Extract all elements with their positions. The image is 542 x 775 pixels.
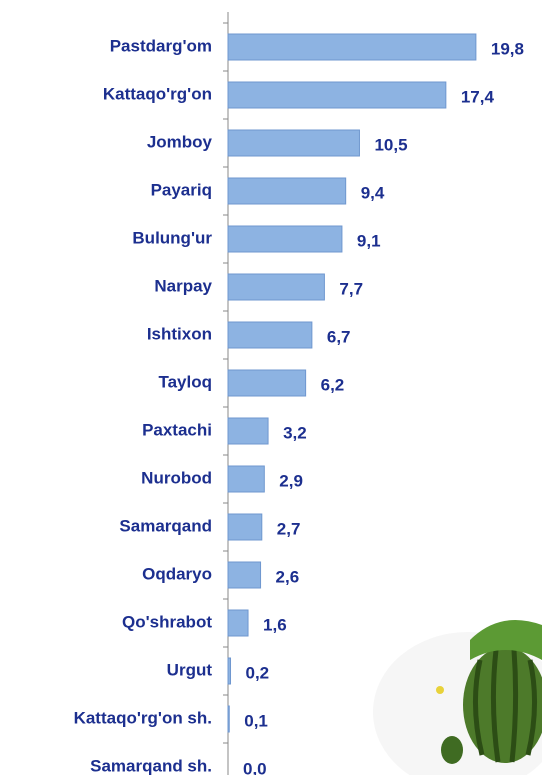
bar bbox=[227, 513, 263, 541]
value-label: 19,8 bbox=[491, 39, 524, 58]
bar bbox=[227, 273, 325, 301]
category-label: Ishtixon bbox=[147, 324, 212, 343]
category-label: Tayloq bbox=[158, 372, 212, 391]
bar bbox=[227, 657, 232, 685]
watermelon-decoration bbox=[373, 620, 542, 775]
category-label: Qo'shrabot bbox=[122, 612, 212, 631]
bar bbox=[227, 177, 347, 205]
category-label: Jomboy bbox=[147, 132, 213, 151]
bar bbox=[227, 417, 269, 445]
value-label: 2,6 bbox=[276, 567, 300, 586]
bar bbox=[227, 129, 360, 157]
category-label: Pastdarg'om bbox=[110, 36, 212, 55]
bar bbox=[227, 33, 477, 61]
category-label: Kattaqo'rg'on sh. bbox=[74, 708, 212, 727]
value-label: 9,4 bbox=[361, 183, 385, 202]
value-label: 1,6 bbox=[263, 615, 287, 634]
category-label: Oqdaryo bbox=[142, 564, 212, 583]
value-label: 2,9 bbox=[279, 471, 303, 490]
value-label: 7,7 bbox=[339, 279, 363, 298]
value-label: 9,1 bbox=[357, 231, 381, 250]
bar bbox=[227, 705, 230, 733]
category-label: Urgut bbox=[167, 660, 213, 679]
bar bbox=[227, 561, 262, 589]
category-label: Samarqand sh. bbox=[90, 756, 212, 775]
bar bbox=[227, 225, 343, 253]
bar bbox=[227, 321, 313, 349]
value-label: 0,0 bbox=[243, 759, 267, 775]
value-label: 2,7 bbox=[277, 519, 301, 538]
category-label: Bulung'ur bbox=[132, 228, 212, 247]
value-label: 6,2 bbox=[321, 375, 345, 394]
value-label: 3,2 bbox=[283, 423, 307, 442]
value-label: 0,2 bbox=[246, 663, 270, 682]
category-label: Payariq bbox=[151, 180, 212, 199]
category-label: Kattaqo'rg'on bbox=[103, 84, 212, 103]
bar bbox=[227, 465, 265, 493]
category-label: Samarqand bbox=[119, 516, 212, 535]
category-label: Narpay bbox=[154, 276, 212, 295]
category-label: Nurobod bbox=[141, 468, 212, 487]
bar bbox=[227, 369, 307, 397]
value-label: 0,1 bbox=[244, 711, 268, 730]
category-label: Paxtachi bbox=[142, 420, 212, 439]
value-label: 17,4 bbox=[461, 87, 495, 106]
bar bbox=[227, 81, 447, 109]
value-label: 10,5 bbox=[374, 135, 407, 154]
bar bbox=[227, 609, 249, 637]
value-label: 6,7 bbox=[327, 327, 351, 346]
